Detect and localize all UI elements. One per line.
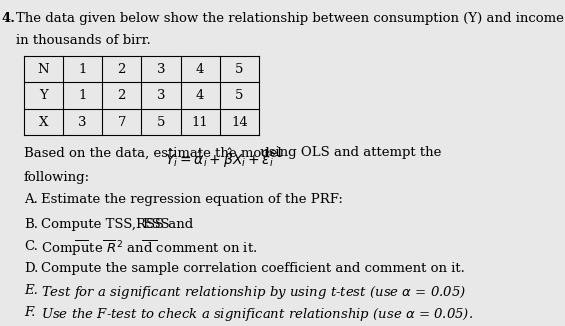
Text: 1: 1 <box>79 63 87 76</box>
Text: 11: 11 <box>192 116 208 129</box>
Text: Compute the sample correlation coefficient and comment on it.: Compute the sample correlation coefficie… <box>41 262 464 275</box>
Text: 5: 5 <box>235 63 244 76</box>
Text: Use the F-test to check a significant relationship (use $\alpha$ = 0.05).: Use the F-test to check a significant re… <box>41 306 473 323</box>
Text: B.: B. <box>24 218 38 231</box>
Text: The data given below show the relationship between consumption (Y) and income (X: The data given below show the relationsh… <box>16 12 565 25</box>
Text: Estimate the regression equation of the PRF:: Estimate the regression equation of the … <box>41 193 342 206</box>
Text: A.: A. <box>24 193 38 206</box>
Text: E.: E. <box>24 284 38 297</box>
Text: $\hat{Y}_i = \hat{\alpha}_i + \hat{\beta}X_i + \hat{\varepsilon}_i$: $\hat{Y}_i = \hat{\alpha}_i + \hat{\beta… <box>165 146 274 170</box>
Text: D.: D. <box>24 262 38 275</box>
Text: 3: 3 <box>157 89 165 102</box>
Text: 1: 1 <box>79 89 87 102</box>
Text: using OLS and attempt the: using OLS and attempt the <box>257 146 442 159</box>
Text: 2: 2 <box>118 63 126 76</box>
Text: 2: 2 <box>118 89 126 102</box>
Text: 4: 4 <box>196 63 205 76</box>
Text: 7: 7 <box>118 116 126 129</box>
Text: Based on the data, estimate the model: Based on the data, estimate the model <box>24 146 286 159</box>
Text: 4: 4 <box>196 89 205 102</box>
Text: N: N <box>38 63 49 76</box>
Text: 5: 5 <box>157 116 165 129</box>
Text: C.: C. <box>24 240 38 253</box>
Text: 14: 14 <box>231 116 248 129</box>
Text: X: X <box>38 116 48 129</box>
Text: F.: F. <box>24 306 35 319</box>
Text: 3: 3 <box>157 63 165 76</box>
Text: 4.: 4. <box>1 12 15 25</box>
Text: ESS: ESS <box>142 218 170 231</box>
Text: Test for a significant relationship by using t-test (use $\alpha$ = 0.05): Test for a significant relationship by u… <box>41 284 466 301</box>
Text: in thousands of birr.: in thousands of birr. <box>16 34 150 47</box>
Text: following:: following: <box>24 171 90 184</box>
Text: Compute $R^2$ and comment on it.: Compute $R^2$ and comment on it. <box>41 240 257 259</box>
Text: 3: 3 <box>79 116 87 129</box>
Text: Y: Y <box>39 89 48 102</box>
Text: 5: 5 <box>235 89 244 102</box>
Text: Compute TSS,RSS and: Compute TSS,RSS and <box>41 218 197 231</box>
